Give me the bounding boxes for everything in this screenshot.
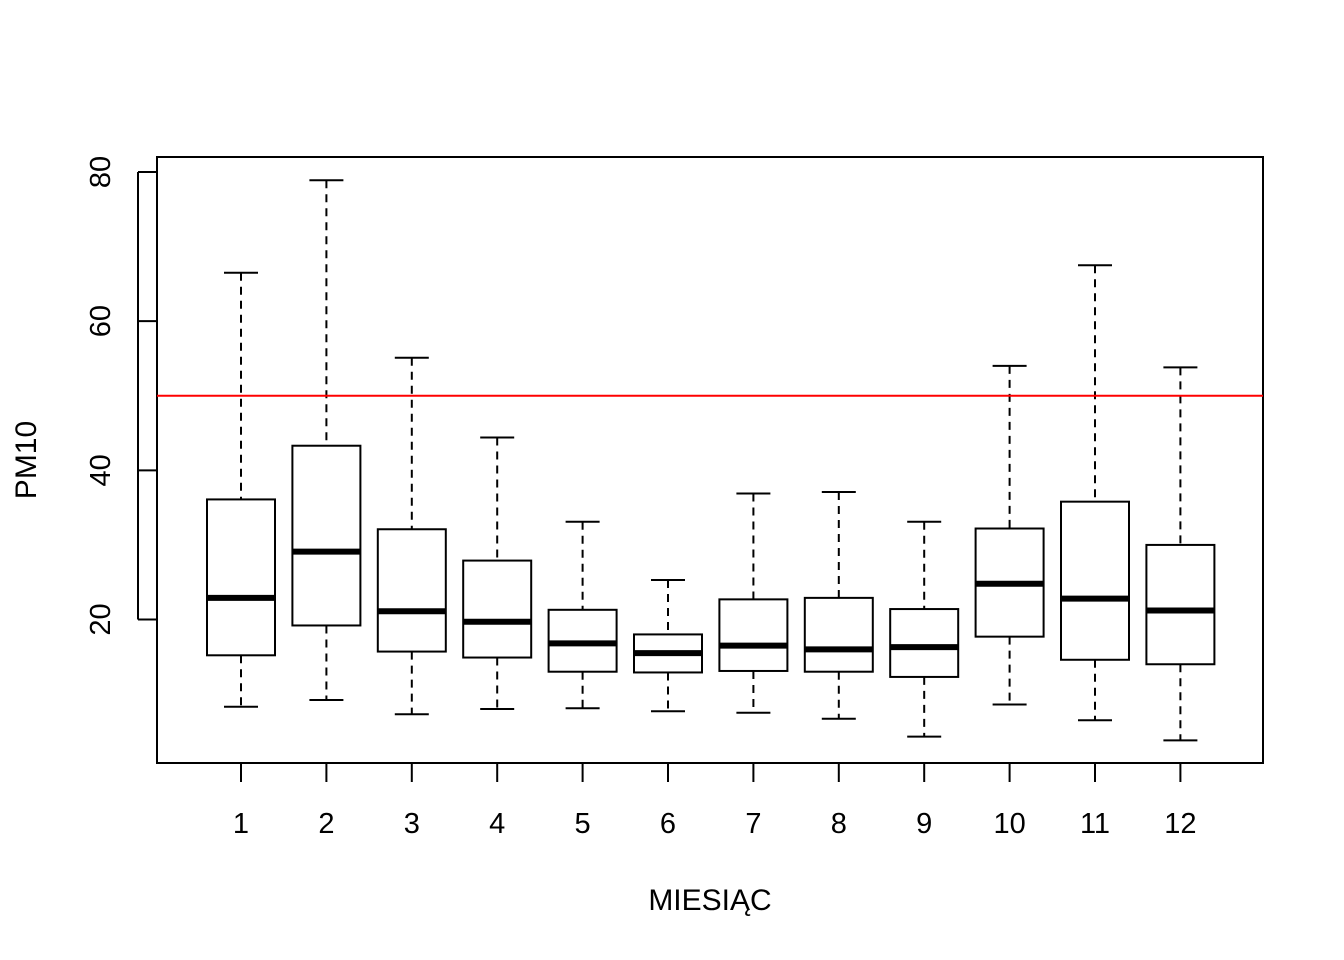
y-tick-label: 40 bbox=[85, 454, 117, 486]
x-axis-title: MIESIĄC bbox=[648, 884, 771, 917]
y-tick-label: 60 bbox=[85, 305, 117, 337]
box-month-11 bbox=[1060, 264, 1130, 722]
box-month-9 bbox=[889, 520, 960, 738]
box-month-8 bbox=[803, 490, 874, 720]
x-tick-label: 9 bbox=[916, 808, 932, 840]
box-month-10 bbox=[974, 364, 1045, 706]
box-month-6 bbox=[633, 578, 703, 713]
box-month-7 bbox=[718, 492, 789, 714]
y-tick-label: 20 bbox=[85, 603, 117, 635]
x-tick-label: 8 bbox=[831, 808, 847, 840]
x-tick-label: 2 bbox=[318, 808, 334, 840]
x-tick-label: 4 bbox=[489, 808, 505, 840]
iqr-box bbox=[376, 528, 447, 653]
box-month-2 bbox=[291, 179, 362, 702]
y-tick-label: 80 bbox=[85, 156, 117, 188]
x-tick-label: 5 bbox=[575, 808, 591, 840]
x-tick-label: 11 bbox=[1080, 808, 1110, 840]
x-tick-label: 6 bbox=[660, 808, 676, 840]
x-tick-label: 12 bbox=[1164, 808, 1196, 840]
y-axis-title: PM10 bbox=[10, 421, 43, 499]
box-month-3 bbox=[376, 356, 447, 716]
iqr-box bbox=[462, 559, 533, 659]
plot-frame bbox=[156, 156, 1264, 764]
x-axis: 1 2 3 4 5 6 7 8 9 10 11 12 bbox=[233, 763, 1197, 840]
iqr-box bbox=[889, 608, 960, 678]
iqr-box bbox=[1145, 543, 1216, 666]
box-month-5 bbox=[547, 520, 618, 710]
x-tick-label: 7 bbox=[745, 808, 761, 840]
iqr-box bbox=[291, 444, 362, 627]
iqr-box bbox=[803, 596, 874, 673]
x-tick-label: 3 bbox=[404, 808, 420, 840]
iqr-box bbox=[718, 598, 789, 672]
boxes-layer bbox=[206, 179, 1216, 742]
box-month-4 bbox=[462, 436, 533, 710]
iqr-box bbox=[1060, 500, 1130, 661]
iqr-box bbox=[206, 498, 276, 657]
box-month-1 bbox=[206, 271, 276, 708]
box-month-12 bbox=[1145, 366, 1216, 742]
x-tick-label: 10 bbox=[993, 808, 1025, 840]
x-tick-label: 1 bbox=[233, 808, 249, 840]
y-axis: 20 40 60 80 bbox=[85, 156, 157, 636]
